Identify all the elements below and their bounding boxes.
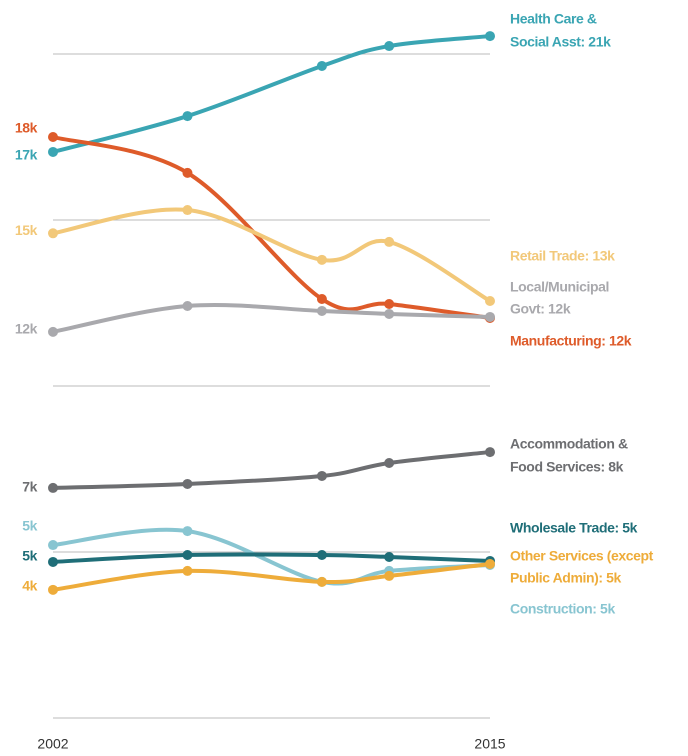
series-label: Local/Municipal bbox=[510, 279, 609, 295]
point bbox=[48, 540, 58, 551]
value-label: 7k bbox=[22, 479, 37, 495]
point bbox=[384, 570, 395, 581]
series-line bbox=[52, 552, 491, 564]
point bbox=[48, 584, 58, 595]
series-label: Construction: 5k bbox=[510, 601, 615, 617]
value-label: 17k bbox=[15, 147, 38, 163]
point bbox=[48, 146, 58, 157]
series-line bbox=[52, 450, 491, 490]
series-line bbox=[52, 561, 491, 592]
point bbox=[485, 447, 495, 458]
point bbox=[485, 31, 495, 42]
series-label: Wholesale Trade: 5k bbox=[510, 520, 638, 536]
series-label: Accommodation & bbox=[510, 436, 628, 452]
point bbox=[316, 60, 327, 71]
point bbox=[485, 311, 495, 322]
point bbox=[384, 298, 395, 309]
point bbox=[48, 482, 58, 493]
point bbox=[48, 228, 58, 239]
series-label: Food Services: 8k bbox=[510, 459, 624, 475]
point bbox=[182, 526, 193, 537]
series-line bbox=[52, 135, 491, 320]
point bbox=[182, 300, 193, 311]
value-label: 5k bbox=[22, 518, 37, 534]
series-label: Govt: 12k bbox=[510, 301, 571, 317]
point bbox=[316, 549, 327, 560]
series-label: Other Services (except bbox=[510, 548, 654, 564]
series-line bbox=[52, 527, 491, 586]
point bbox=[316, 254, 327, 265]
point bbox=[384, 41, 395, 52]
x-tick-label: 2002 bbox=[37, 736, 68, 752]
point bbox=[316, 294, 327, 305]
series-line bbox=[52, 303, 491, 334]
value-label: 12k bbox=[15, 321, 38, 337]
point bbox=[316, 305, 327, 316]
value-label: 5k bbox=[22, 548, 37, 564]
series-label: Public Admin): 5k bbox=[510, 570, 622, 586]
point bbox=[182, 478, 193, 489]
value-label: 4k bbox=[22, 578, 37, 594]
point bbox=[316, 576, 327, 587]
point bbox=[384, 236, 395, 247]
point bbox=[48, 132, 58, 142]
series-label: Retail Trade: 13k bbox=[510, 248, 615, 264]
x-tick-label: 2015 bbox=[474, 736, 505, 752]
value-label: 15k bbox=[15, 222, 38, 238]
point bbox=[182, 167, 193, 178]
point bbox=[485, 558, 495, 569]
point bbox=[182, 205, 193, 216]
point bbox=[485, 296, 495, 307]
point bbox=[48, 326, 58, 337]
point bbox=[384, 308, 395, 319]
value-label: 18k bbox=[15, 120, 38, 136]
point bbox=[182, 565, 193, 576]
series-label: Social Asst: 21k bbox=[510, 34, 611, 50]
series-line bbox=[52, 34, 491, 154]
point bbox=[384, 551, 395, 562]
point bbox=[316, 470, 327, 481]
series-label: Manufacturing: 12k bbox=[510, 333, 632, 349]
point bbox=[384, 458, 395, 469]
point bbox=[182, 111, 193, 122]
series-label: Health Care & bbox=[510, 11, 597, 27]
point bbox=[182, 549, 193, 560]
point bbox=[48, 556, 58, 567]
series-line bbox=[52, 207, 492, 303]
